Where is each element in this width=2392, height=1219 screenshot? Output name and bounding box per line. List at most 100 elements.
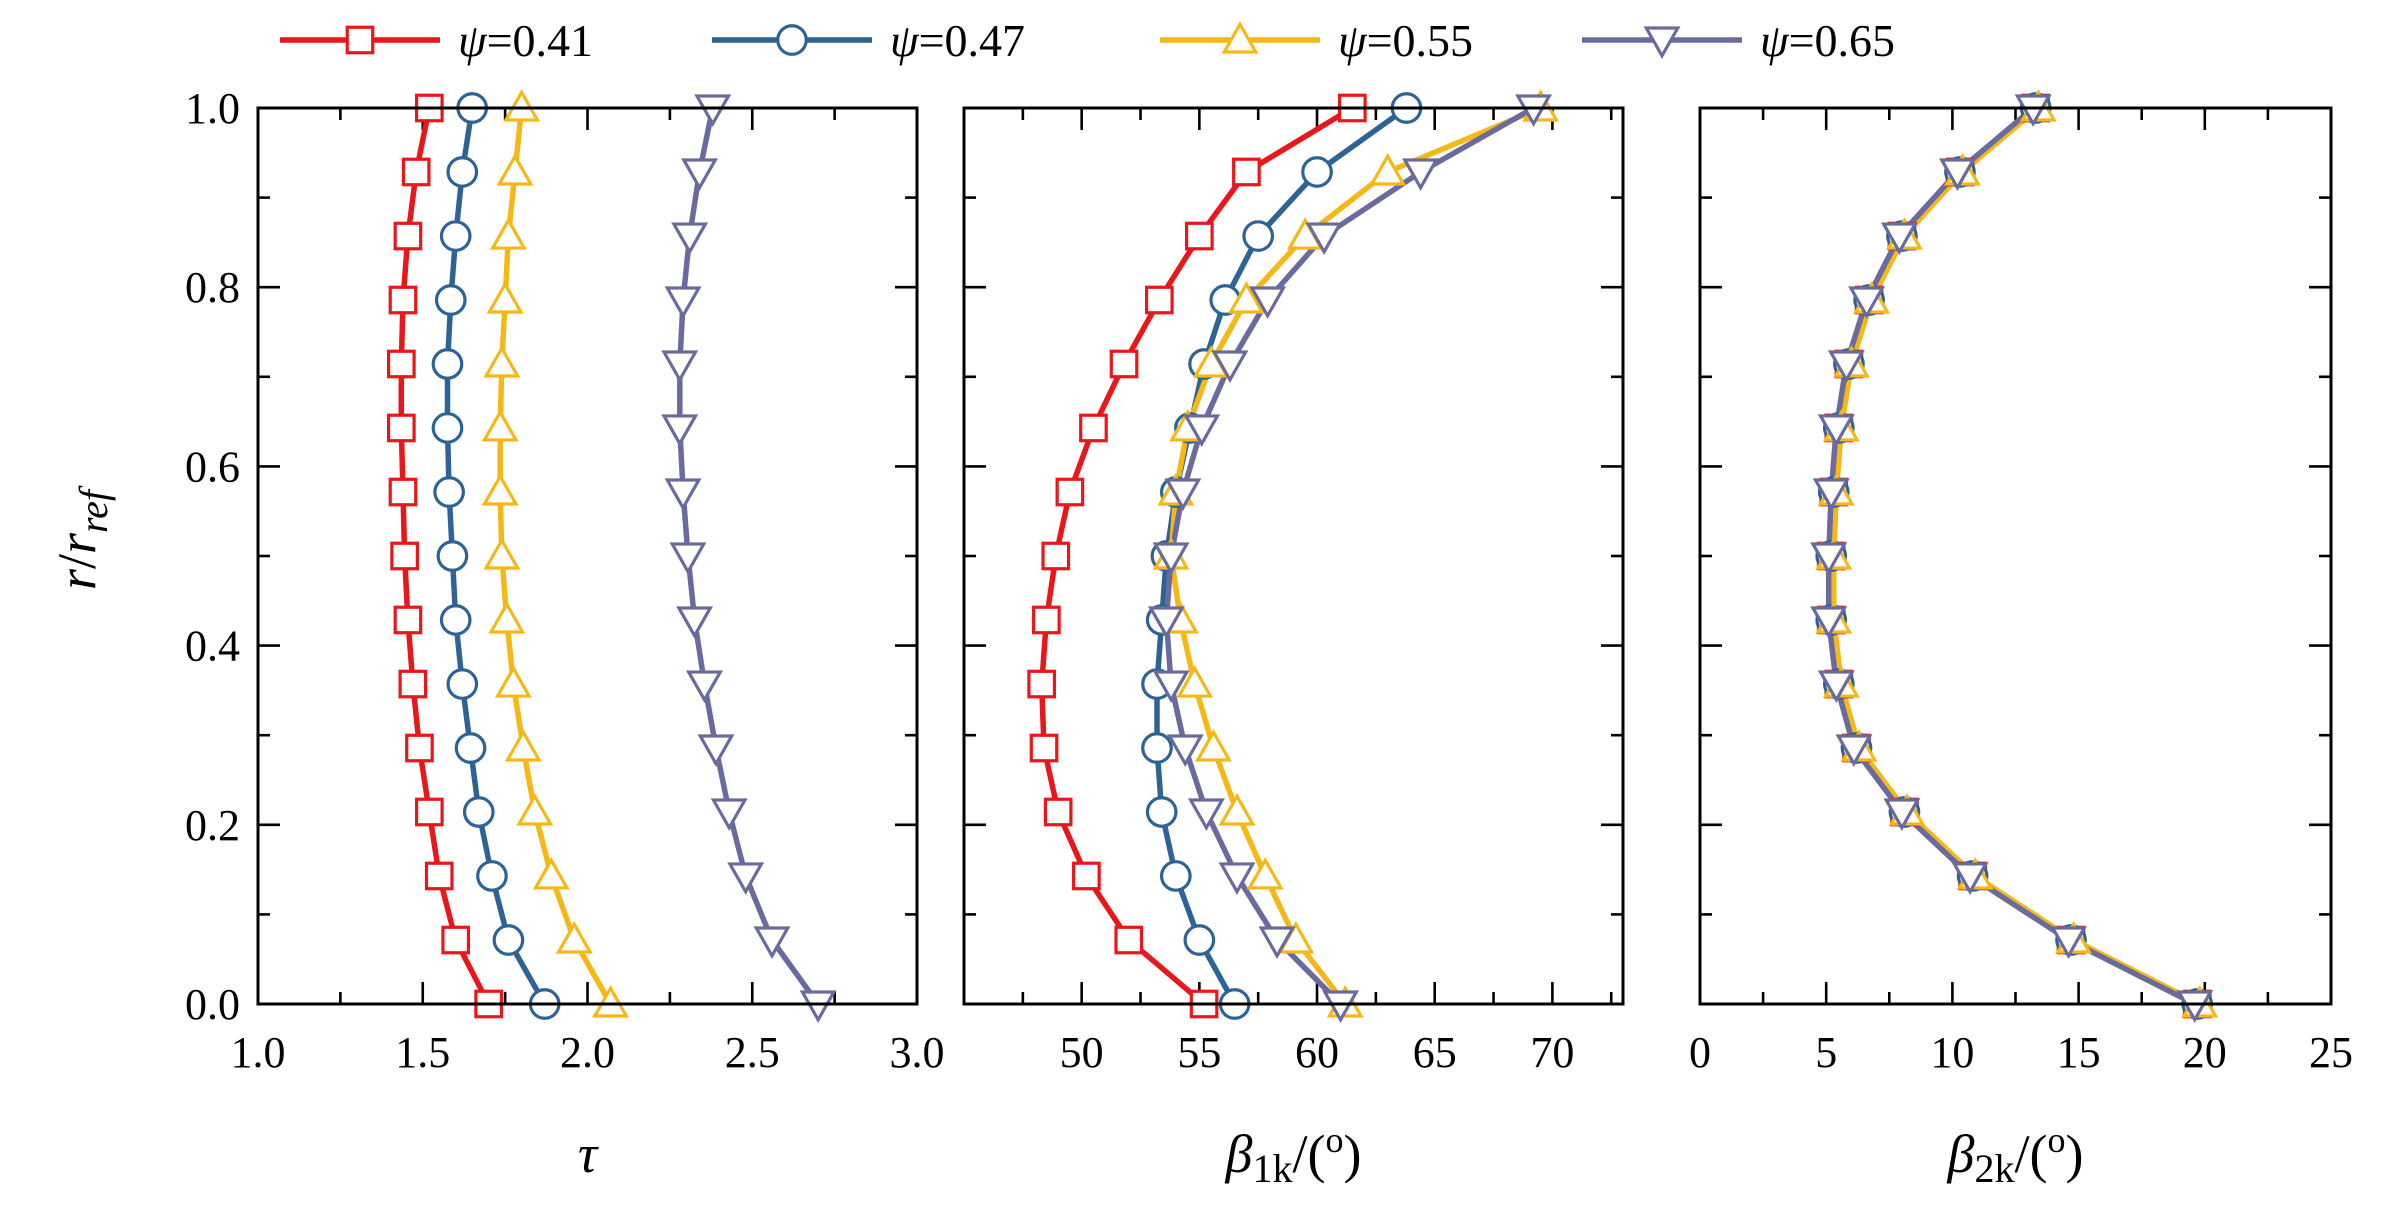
data-point <box>697 734 735 768</box>
data-point <box>1159 860 1192 892</box>
data-point <box>1835 734 1873 768</box>
data-point <box>390 541 419 571</box>
data-point <box>494 665 532 698</box>
legend-label: ψ=0.55 <box>1338 15 1473 66</box>
data-point <box>681 158 719 191</box>
x-tick-label: 25 <box>2309 1028 2353 1077</box>
panel-tau: 0.0 0.2 0.4 0.6 0.8 1.0 1.0 1.5 2.0 2.5 3.0 τ <box>185 84 945 1184</box>
data-point <box>1305 222 1343 256</box>
data-point <box>434 284 467 316</box>
x-axis-label: β2k/(o) <box>1947 1120 2084 1191</box>
data-point <box>483 344 521 378</box>
data-point <box>481 473 519 506</box>
legend-marker <box>776 24 808 56</box>
data-point <box>492 924 525 956</box>
data-point <box>486 281 524 314</box>
data-point <box>424 861 454 891</box>
data-point <box>1043 797 1073 827</box>
series-group <box>386 89 837 1023</box>
legend-marker <box>1221 21 1259 54</box>
data-point <box>1027 669 1057 699</box>
y-axis-label-r: r <box>47 568 107 590</box>
data-point <box>1883 798 1921 831</box>
series-line <box>1828 105 2199 1007</box>
x-tick-label: 1.5 <box>395 1028 450 1077</box>
data-point <box>436 540 469 572</box>
data-point <box>393 605 423 635</box>
x-axis-label-unit: /( <box>2014 1124 2047 1184</box>
data-point <box>1141 732 1173 764</box>
data-point <box>1812 478 1850 512</box>
data-point <box>462 796 495 828</box>
panel-beta1k: 50 55 60 65 70 β1k/(o) <box>962 89 1625 1191</box>
data-point <box>489 217 527 250</box>
y-tick-label: 0.8 <box>185 263 240 312</box>
data-point <box>532 856 570 890</box>
data-point <box>388 477 418 507</box>
x-axis-label-sub: 1k <box>1252 1146 1292 1191</box>
data-point <box>481 408 519 442</box>
data-point <box>446 668 479 700</box>
data-point <box>1166 734 1204 768</box>
data-point <box>1211 350 1249 383</box>
data-point <box>685 670 723 704</box>
y-tick-label: 1.0 <box>185 84 240 133</box>
data-point <box>386 413 416 443</box>
data-point <box>2176 990 2214 1023</box>
data-point <box>414 797 444 827</box>
legend: ψ=0.41 ψ=0.47 ψ=0.55 ψ=0.65 <box>280 15 1895 66</box>
x-tick-label: 1.0 <box>231 1028 286 1077</box>
data-point <box>1817 414 1855 447</box>
x-tick-label: 2.0 <box>560 1028 615 1077</box>
data-point <box>664 478 702 512</box>
x-tick-label: 5 <box>1815 1028 1837 1077</box>
data-point <box>2050 926 2088 960</box>
data-point <box>503 89 541 122</box>
data-point <box>1152 670 1190 704</box>
x-axis-label-symbol: β <box>1225 1124 1253 1184</box>
data-point <box>1147 606 1185 639</box>
legend-item: ψ=0.55 <box>1160 15 1473 66</box>
data-point <box>496 152 534 186</box>
data-point <box>1183 414 1221 447</box>
data-point <box>1258 926 1296 960</box>
data-point <box>483 537 521 570</box>
data-point <box>431 412 464 444</box>
series-line <box>1828 105 2199 1007</box>
data-point <box>1072 861 1101 891</box>
data-point <box>398 669 428 699</box>
legend-item: ψ=0.65 <box>1582 15 1895 66</box>
data-point <box>1938 158 1976 191</box>
data-point <box>592 985 630 1018</box>
x-axis-label-sub: 2k <box>1974 1146 2014 1191</box>
data-point <box>1369 152 1407 186</box>
data-point <box>1152 542 1190 575</box>
legend-item: ψ=0.41 <box>280 15 593 66</box>
data-point <box>431 348 464 380</box>
data-point <box>1951 862 1989 895</box>
data-point <box>694 94 732 127</box>
plot-frame <box>1698 106 2333 1006</box>
data-point <box>1144 285 1174 315</box>
data-point <box>516 792 554 826</box>
data-point <box>1246 856 1284 890</box>
data-point <box>1232 157 1261 187</box>
plot-frame <box>256 106 919 1006</box>
y-tick-label: 0.4 <box>185 622 240 671</box>
data-point <box>405 733 434 763</box>
data-point <box>454 732 487 764</box>
data-point <box>799 990 837 1023</box>
data-point <box>555 921 593 954</box>
x-tick-label: 0 <box>1689 1028 1711 1077</box>
data-point <box>1249 286 1287 320</box>
x-tick-label: 20 <box>2183 1028 2227 1077</box>
y-axis-label-sub: ref <box>71 485 116 533</box>
data-point <box>386 349 416 379</box>
data-point <box>393 221 423 251</box>
data-point <box>1194 729 1232 762</box>
legend-marker <box>1643 26 1681 59</box>
y-tick-label: 0.6 <box>185 442 240 491</box>
x-axis-label-symbol: β <box>1947 1124 1975 1184</box>
